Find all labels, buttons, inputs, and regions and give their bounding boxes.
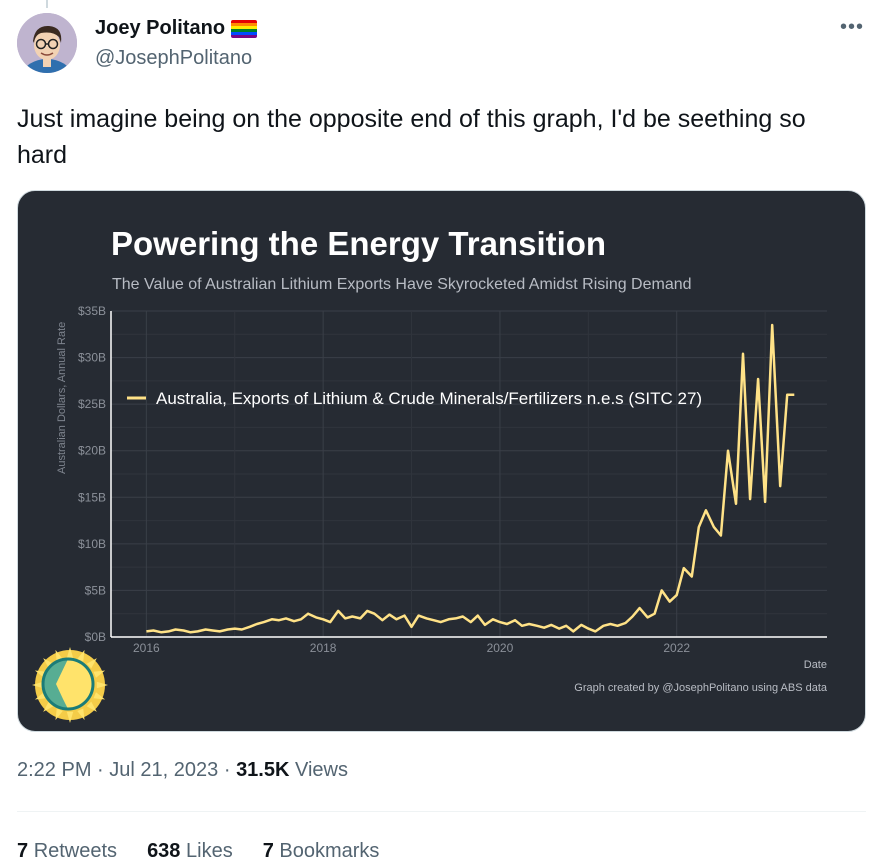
retweets-label: Retweets: [34, 840, 117, 862]
rainbow-flag-icon: [231, 20, 257, 38]
divider: [17, 811, 866, 812]
bookmarks-stat[interactable]: 7 Bookmarks: [263, 840, 380, 863]
chart-subtitle: The Value of Australian Lithium Exports …: [112, 276, 692, 293]
chart-y-axis-label: Australian Dollars, Annual Rate: [56, 322, 68, 474]
author-handle[interactable]: @JosephPolitano: [95, 47, 252, 70]
tweet-date[interactable]: Jul 21, 2023: [109, 759, 218, 781]
chart-y-ticks: $0B $5B $10B $15B $20B $25B $30B $35B: [78, 304, 106, 644]
y-tick-label: $25B: [78, 397, 106, 411]
avatar-cartoon-icon: [17, 13, 77, 73]
tweet-text: Just imagine being on the opposite end o…: [17, 101, 857, 173]
chart-series: [146, 325, 794, 632]
x-tick-label: 2016: [133, 641, 160, 655]
series-line: [146, 325, 794, 632]
chart-x-ticks: 2016 2018 2020 2022: [133, 641, 690, 655]
chart-legend: Australia, Exports of Lithium & Crude Mi…: [127, 389, 702, 408]
x-tick-label: 2020: [487, 641, 514, 655]
retweets-stat[interactable]: 7 Retweets: [17, 840, 117, 863]
y-tick-label: $10B: [78, 537, 106, 551]
meta-separator: ·: [224, 759, 231, 781]
author-name-row: Joey Politano: [95, 17, 257, 40]
y-tick-label: $15B: [78, 490, 106, 504]
y-tick-label: $0B: [85, 630, 106, 644]
likes-count: 638: [147, 840, 180, 862]
tweet-time[interactable]: 2:22 PM: [17, 759, 91, 781]
chart-svg: Powering the Energy Transition The Value…: [18, 191, 866, 732]
chart-x-axis-label: Date: [804, 659, 827, 671]
chart-title: Powering the Energy Transition: [111, 225, 606, 262]
tweet-meta-row: 2:22 PM · Jul 21, 2023 · 31.5K Views: [17, 759, 348, 782]
views-count: 31.5K: [236, 759, 289, 781]
tweet-media-chart[interactable]: Powering the Energy Transition The Value…: [17, 190, 866, 732]
likes-label: Likes: [186, 840, 233, 862]
meta-separator: ·: [97, 759, 104, 781]
legend-series-label: Australia, Exports of Lithium & Crude Mi…: [156, 389, 702, 408]
more-options-icon[interactable]: •••: [840, 16, 864, 39]
y-tick-label: $20B: [78, 444, 106, 458]
likes-stat[interactable]: 638 Likes: [147, 840, 233, 863]
chart-gridlines: [111, 311, 827, 637]
avatar[interactable]: [17, 13, 77, 73]
x-tick-label: 2022: [663, 641, 690, 655]
thread-connector-line: [46, 0, 48, 8]
engagement-stats-row: 7 Retweets 638 Likes 7 Bookmarks: [17, 840, 379, 863]
y-tick-label: $5B: [85, 583, 106, 597]
chart-source-note: Graph created by @JosephPolitano using A…: [574, 682, 828, 694]
sun-logo-icon: [32, 647, 108, 723]
y-tick-label: $35B: [78, 304, 106, 318]
y-tick-label: $30B: [78, 351, 106, 365]
views-label: Views: [295, 759, 348, 781]
bookmarks-label: Bookmarks: [279, 840, 379, 862]
retweets-count: 7: [17, 840, 28, 862]
bookmarks-count: 7: [263, 840, 274, 862]
x-tick-label: 2018: [310, 641, 337, 655]
author-display-name[interactable]: Joey Politano: [95, 17, 225, 40]
